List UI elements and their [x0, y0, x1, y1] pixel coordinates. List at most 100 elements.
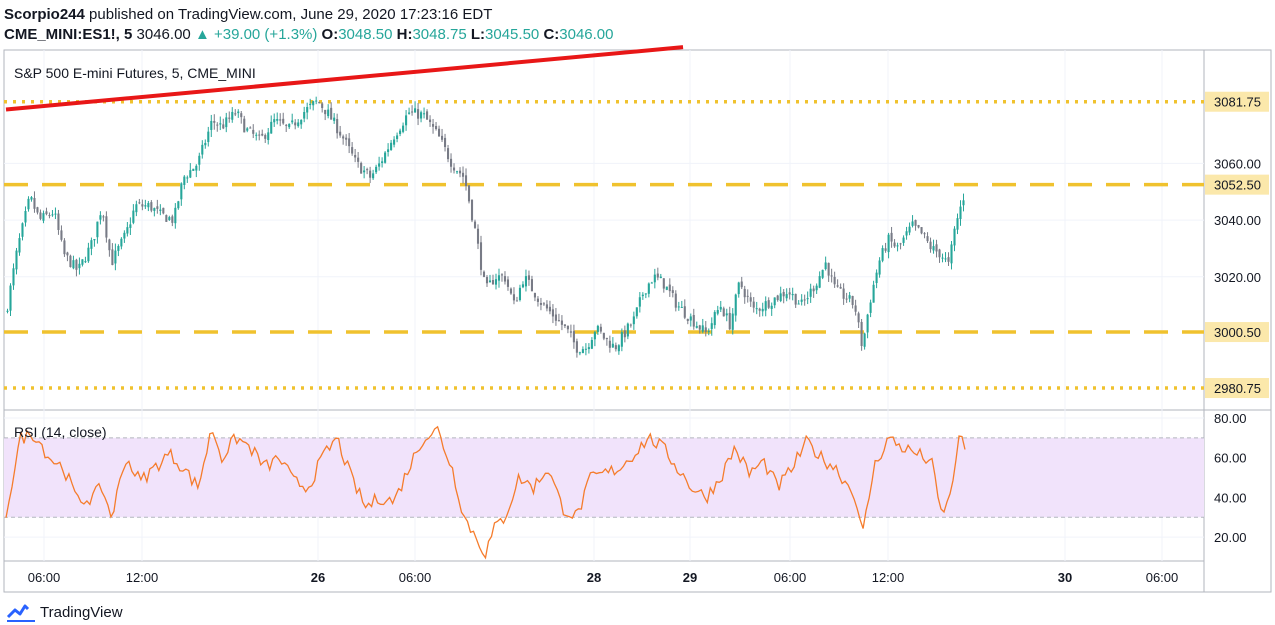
time-tick-label-2: 26 — [311, 570, 325, 585]
candle-body — [117, 246, 120, 251]
candle-body — [57, 213, 60, 230]
candle-body — [821, 269, 824, 278]
price-label-bg-3 — [1205, 378, 1269, 399]
candle-body — [731, 313, 734, 330]
candle-body — [752, 301, 755, 308]
candle-body — [548, 306, 551, 312]
author-name[interactable]: Scorpio244 — [4, 6, 85, 23]
candle-body — [198, 155, 201, 165]
candle-body — [923, 233, 926, 235]
candle-body — [443, 137, 447, 148]
candle-body — [500, 274, 504, 276]
candle-body — [836, 285, 839, 287]
candle-body — [120, 238, 123, 247]
candle-body — [518, 287, 522, 301]
candle-body — [959, 206, 962, 220]
candle-body — [66, 252, 69, 256]
candle-body — [18, 238, 21, 253]
candle-body — [249, 127, 252, 129]
candle-body — [806, 298, 809, 300]
candle-body — [126, 227, 129, 234]
candle-body — [129, 224, 132, 228]
rsi-series[interactable] — [5, 425, 966, 560]
horizontal-lines[interactable] — [4, 99, 1204, 390]
candle-body — [84, 261, 87, 263]
tradingview-logo-icon[interactable] — [6, 601, 36, 623]
candle-body — [824, 262, 827, 270]
candle-body — [662, 278, 665, 289]
candle-body — [411, 111, 414, 113]
candle-body — [674, 293, 677, 308]
candle-body — [617, 345, 620, 352]
candles[interactable] — [6, 96, 965, 358]
candle-body — [330, 107, 333, 120]
rsi-tick-label-1: 60.00 — [1214, 451, 1247, 466]
candle-body — [339, 131, 342, 136]
candle-body — [917, 225, 920, 228]
candle-body — [686, 318, 689, 322]
candle-body — [809, 288, 812, 297]
candle-body — [153, 208, 156, 211]
candle-body — [722, 308, 725, 317]
candle-body — [848, 295, 851, 299]
candle-body — [417, 109, 420, 119]
candle-body — [539, 302, 542, 305]
candle-body — [746, 295, 749, 297]
symbol-label[interactable]: CME_MINI:ES1!, 5 — [4, 26, 133, 43]
candle-body — [27, 198, 30, 210]
candle-body — [132, 210, 135, 223]
candle-body — [755, 308, 758, 310]
candle-body — [452, 167, 456, 171]
candle-body — [420, 112, 423, 119]
candle-body — [195, 165, 198, 171]
open-label: O: — [321, 26, 339, 43]
candle-body — [345, 137, 348, 140]
candle-body — [30, 197, 33, 200]
candle-body — [135, 204, 138, 213]
candle-body — [255, 134, 258, 136]
candle-body — [399, 130, 402, 134]
candle-body — [396, 135, 399, 139]
time-tick-label-0: 06:00 — [28, 570, 61, 585]
close-value: 3046.00 — [559, 26, 614, 43]
candle-body — [21, 223, 24, 237]
candle-body — [578, 352, 581, 354]
chart-canvas[interactable]: 3060.00 3040.00 3020.00 80.00 60.00 40.00 20.0… — [0, 0, 1275, 600]
candle-body — [225, 117, 228, 128]
candle-body — [342, 136, 345, 139]
candle-body — [12, 268, 15, 286]
candle-body — [713, 312, 716, 326]
candle-body — [461, 172, 465, 177]
candle-body — [623, 330, 626, 338]
candle-body — [599, 326, 602, 332]
candle-body — [228, 117, 231, 119]
candle-body — [494, 279, 498, 285]
candle-body — [327, 109, 330, 117]
candle-body — [665, 286, 668, 290]
candle-body — [69, 255, 72, 268]
candle-body — [437, 128, 441, 137]
candle-body — [201, 144, 204, 155]
candle-body — [114, 250, 117, 264]
candle-body — [318, 102, 321, 104]
candle-body — [479, 242, 483, 270]
candle-body — [234, 113, 237, 115]
candle-body — [773, 297, 776, 306]
trendline[interactable] — [5, 45, 684, 112]
candle-body — [620, 332, 623, 347]
candle-body — [54, 213, 57, 215]
candle-body — [159, 209, 162, 211]
candle-body — [414, 108, 417, 113]
candle-body — [488, 280, 492, 283]
candle-body — [393, 139, 396, 145]
candle-body — [542, 303, 545, 305]
time-axis-ticks: 06:00 12:00 26 06:00 28 29 06:00 12:00 30 06:00 — [28, 570, 1179, 585]
time-tick-label-6: 06:00 — [774, 570, 807, 585]
candle-body — [177, 201, 180, 209]
candle-body — [878, 260, 881, 275]
candle-body — [908, 226, 911, 233]
candle-body — [611, 343, 614, 348]
candle-body — [168, 217, 171, 220]
time-tick-label-5: 29 — [683, 570, 697, 585]
footer-brand[interactable]: TradingView — [40, 603, 123, 621]
